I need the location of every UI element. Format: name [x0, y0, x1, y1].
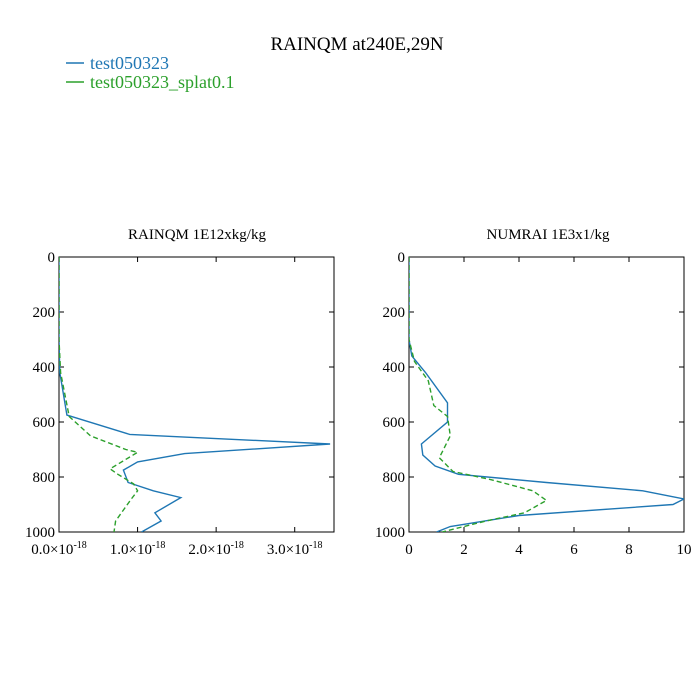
y-tick-label: 800	[383, 470, 406, 486]
plot-frame	[58, 256, 335, 533]
x-tick-label: 1.0×10-18	[110, 540, 166, 558]
y-tick-label: 400	[383, 360, 406, 376]
numrai-panel-title: NUMRAI 1E3x1/kg	[487, 227, 610, 243]
x-tick-label: 8	[625, 542, 633, 558]
x-tick-label: 6	[570, 542, 578, 558]
y-tick-label: 400	[33, 360, 56, 376]
y-tick-label: 600	[33, 415, 56, 431]
series-line-1	[59, 257, 331, 532]
y-tick-label: 800	[33, 470, 56, 486]
x-tick-label: 2	[460, 542, 468, 558]
x-tick-label: 0.0×10-18	[31, 540, 87, 558]
legend-entry-1: test050323	[66, 53, 169, 73]
y-tick-label: 0	[398, 250, 406, 266]
y-tick-label: 600	[383, 415, 406, 431]
x-tick-label: 4	[515, 542, 523, 558]
legend-label-1: test050323	[90, 53, 169, 73]
rainqm-panel-title: RAINQM 1E12xkg/kg	[128, 227, 266, 243]
y-tick-label: 0	[48, 250, 56, 266]
series-line-2	[409, 257, 548, 532]
legend: test050323 test050323_splat0.1	[66, 53, 235, 92]
series-line-2	[59, 257, 140, 532]
y-tick-label: 1000	[375, 525, 405, 541]
legend-label-2: test050323_splat0.1	[90, 72, 235, 92]
plot-frame	[408, 256, 685, 533]
series-line-1	[409, 257, 684, 532]
legend-entry-2: test050323_splat0.1	[66, 72, 235, 92]
x-tick-label: 0	[405, 542, 413, 558]
x-tick-label: 10	[677, 542, 692, 558]
x-tick-label: 3.0×10-18	[267, 540, 323, 558]
y-tick-label: 200	[383, 305, 406, 321]
x-tick-label: 2.0×10-18	[188, 540, 244, 558]
y-tick-label: 200	[33, 305, 56, 321]
y-tick-label: 1000	[25, 525, 55, 541]
rainqm-panel: RAINQM 1E12xkg/kg 0 200 400 600 800 10000.0×1…	[25, 227, 335, 558]
figure-title: RAINQM at240E,29N	[270, 34, 443, 55]
